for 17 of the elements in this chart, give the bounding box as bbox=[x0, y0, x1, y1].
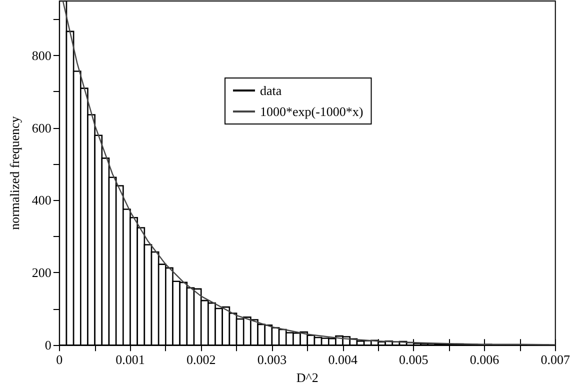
x-tick-label: 0.006 bbox=[470, 352, 500, 368]
legend-label: 1000*exp(-1000*x) bbox=[260, 104, 364, 119]
y-tick-label: 800 bbox=[32, 48, 52, 63]
x-tick-label: 0 bbox=[56, 352, 63, 368]
x-tick-label: 0.002 bbox=[186, 352, 216, 368]
legend-label: data bbox=[260, 83, 282, 98]
y-tick-label: 200 bbox=[32, 265, 52, 280]
x-tick-label: 0.003 bbox=[257, 352, 287, 368]
x-tick-label: 0.007 bbox=[540, 352, 570, 368]
y-tick-label: 600 bbox=[32, 120, 52, 136]
y-axis-title: normalized frequency bbox=[7, 116, 22, 230]
y-tick-label: 400 bbox=[32, 192, 52, 208]
x-tick-label: 0.004 bbox=[328, 352, 358, 368]
y-tick-label: 0 bbox=[44, 338, 52, 353]
x-axis-title: D^2 bbox=[296, 370, 318, 385]
x-tick-label: 0.005 bbox=[399, 352, 428, 368]
x-tick-label: 0.001 bbox=[116, 352, 145, 368]
